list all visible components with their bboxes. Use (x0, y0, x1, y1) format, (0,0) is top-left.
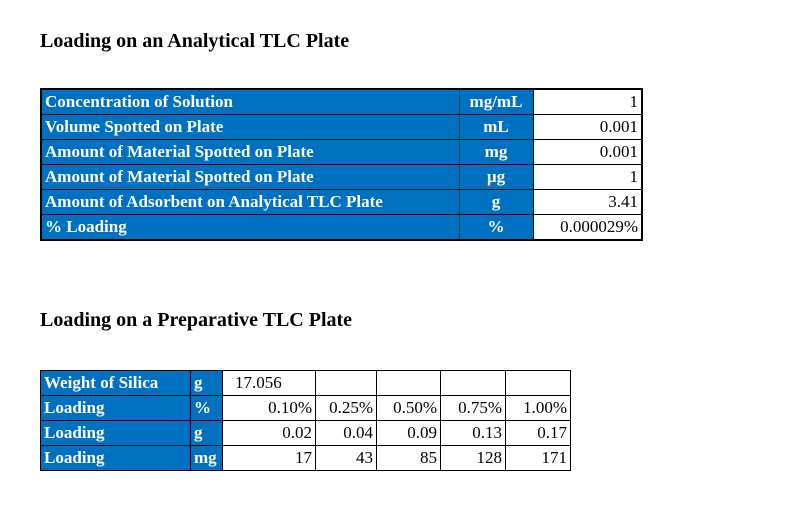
row-label: Weight of Silica (40, 370, 191, 396)
row-label: Loading (40, 395, 191, 421)
row-label: Loading (40, 420, 191, 446)
row-unit: µg (458, 164, 534, 190)
row-value[interactable]: 3.41 (532, 189, 643, 215)
analytical-table: Concentration of Solution mg/mL 1 Volume Sp… (40, 88, 643, 241)
row-value[interactable]: 0.75% (440, 395, 506, 421)
row-value[interactable]: 0.04 (315, 420, 377, 446)
row-value[interactable] (376, 370, 441, 396)
row-value[interactable]: 1.00% (505, 395, 571, 421)
analytical-title: Loading on an Analytical TLC Plate (40, 30, 350, 52)
row-unit: mg/mL (458, 88, 534, 115)
table-row: Loading mg 17 43 85 128 171 (40, 445, 571, 471)
row-unit: mg (190, 445, 223, 471)
row-value[interactable] (315, 370, 377, 396)
row-value[interactable]: 17 (222, 445, 316, 471)
row-unit: mL (458, 114, 534, 140)
row-unit: g (190, 420, 223, 446)
table-row: Loading% 0.10% 0.25% 0.50% 0.75% 1.00% (40, 395, 571, 421)
row-value[interactable]: 0.17 (505, 420, 571, 446)
row-label: Concentration of Solution (41, 88, 460, 115)
row-unit: % (458, 214, 534, 241)
row-value[interactable] (505, 370, 571, 396)
row-unit: mg (458, 139, 534, 165)
row-value[interactable]: 1 (532, 88, 643, 115)
row-value[interactable]: 0.13 (440, 420, 506, 446)
row-unit: g (190, 370, 223, 396)
row-value[interactable]: 1 (532, 164, 643, 190)
table-row: Amount of Material Spotted on Plate µg 1 (41, 164, 643, 190)
row-label: Volume Spotted on Plate (41, 114, 460, 140)
row-value[interactable]: 43 (315, 445, 377, 471)
row-value[interactable] (440, 370, 506, 396)
table-row: Volume Spotted on Plate mL 0.001 (41, 114, 643, 140)
table-row: Loading g 0.02 0.04 0.09 0.13 0.17 (40, 420, 571, 446)
table-row: Amount of Material Spotted on Plate mg 0.0… (41, 139, 643, 165)
table-row: Concentration of Solution mg/mL 1 (41, 88, 643, 115)
row-value[interactable]: 0.09 (376, 420, 441, 446)
row-value[interactable]: 17.056 (222, 370, 316, 396)
row-value[interactable]: 0.02 (222, 420, 316, 446)
preparative-table: Weight of Silica g 17.056 Loading% 0.10% 0.25… (40, 370, 571, 471)
row-value[interactable]: 0.001 (532, 139, 643, 165)
row-label: Amount of Material Spotted on Plate (41, 139, 460, 165)
row-label: Loading (40, 445, 191, 471)
table-row: Weight of Silica g 17.056 (40, 370, 571, 396)
row-label: % Loading (41, 214, 460, 241)
row-value[interactable]: 0.001 (532, 114, 643, 140)
row-value[interactable]: 85 (376, 445, 441, 471)
row-value[interactable]: 0.10% (222, 395, 316, 421)
row-value[interactable]: 0.000029% (532, 214, 643, 241)
row-unit: g (458, 189, 534, 215)
table-row: Amount of Adsorbent on Analytical TLC Pl… (41, 189, 643, 215)
table-row: % Loading% 0.000029% (41, 214, 643, 241)
row-value[interactable]: 128 (440, 445, 506, 471)
preparative-title: Loading on a Preparative TLC Plate (40, 309, 353, 331)
row-label: Amount of Adsorbent on Analytical TLC Pl… (41, 189, 460, 215)
row-value[interactable]: 0.50% (376, 395, 441, 421)
row-value[interactable]: 171 (505, 445, 571, 471)
row-label: Amount of Material Spotted on Plate (41, 164, 460, 190)
row-unit: % (190, 395, 223, 421)
row-value[interactable]: 0.25% (315, 395, 377, 421)
